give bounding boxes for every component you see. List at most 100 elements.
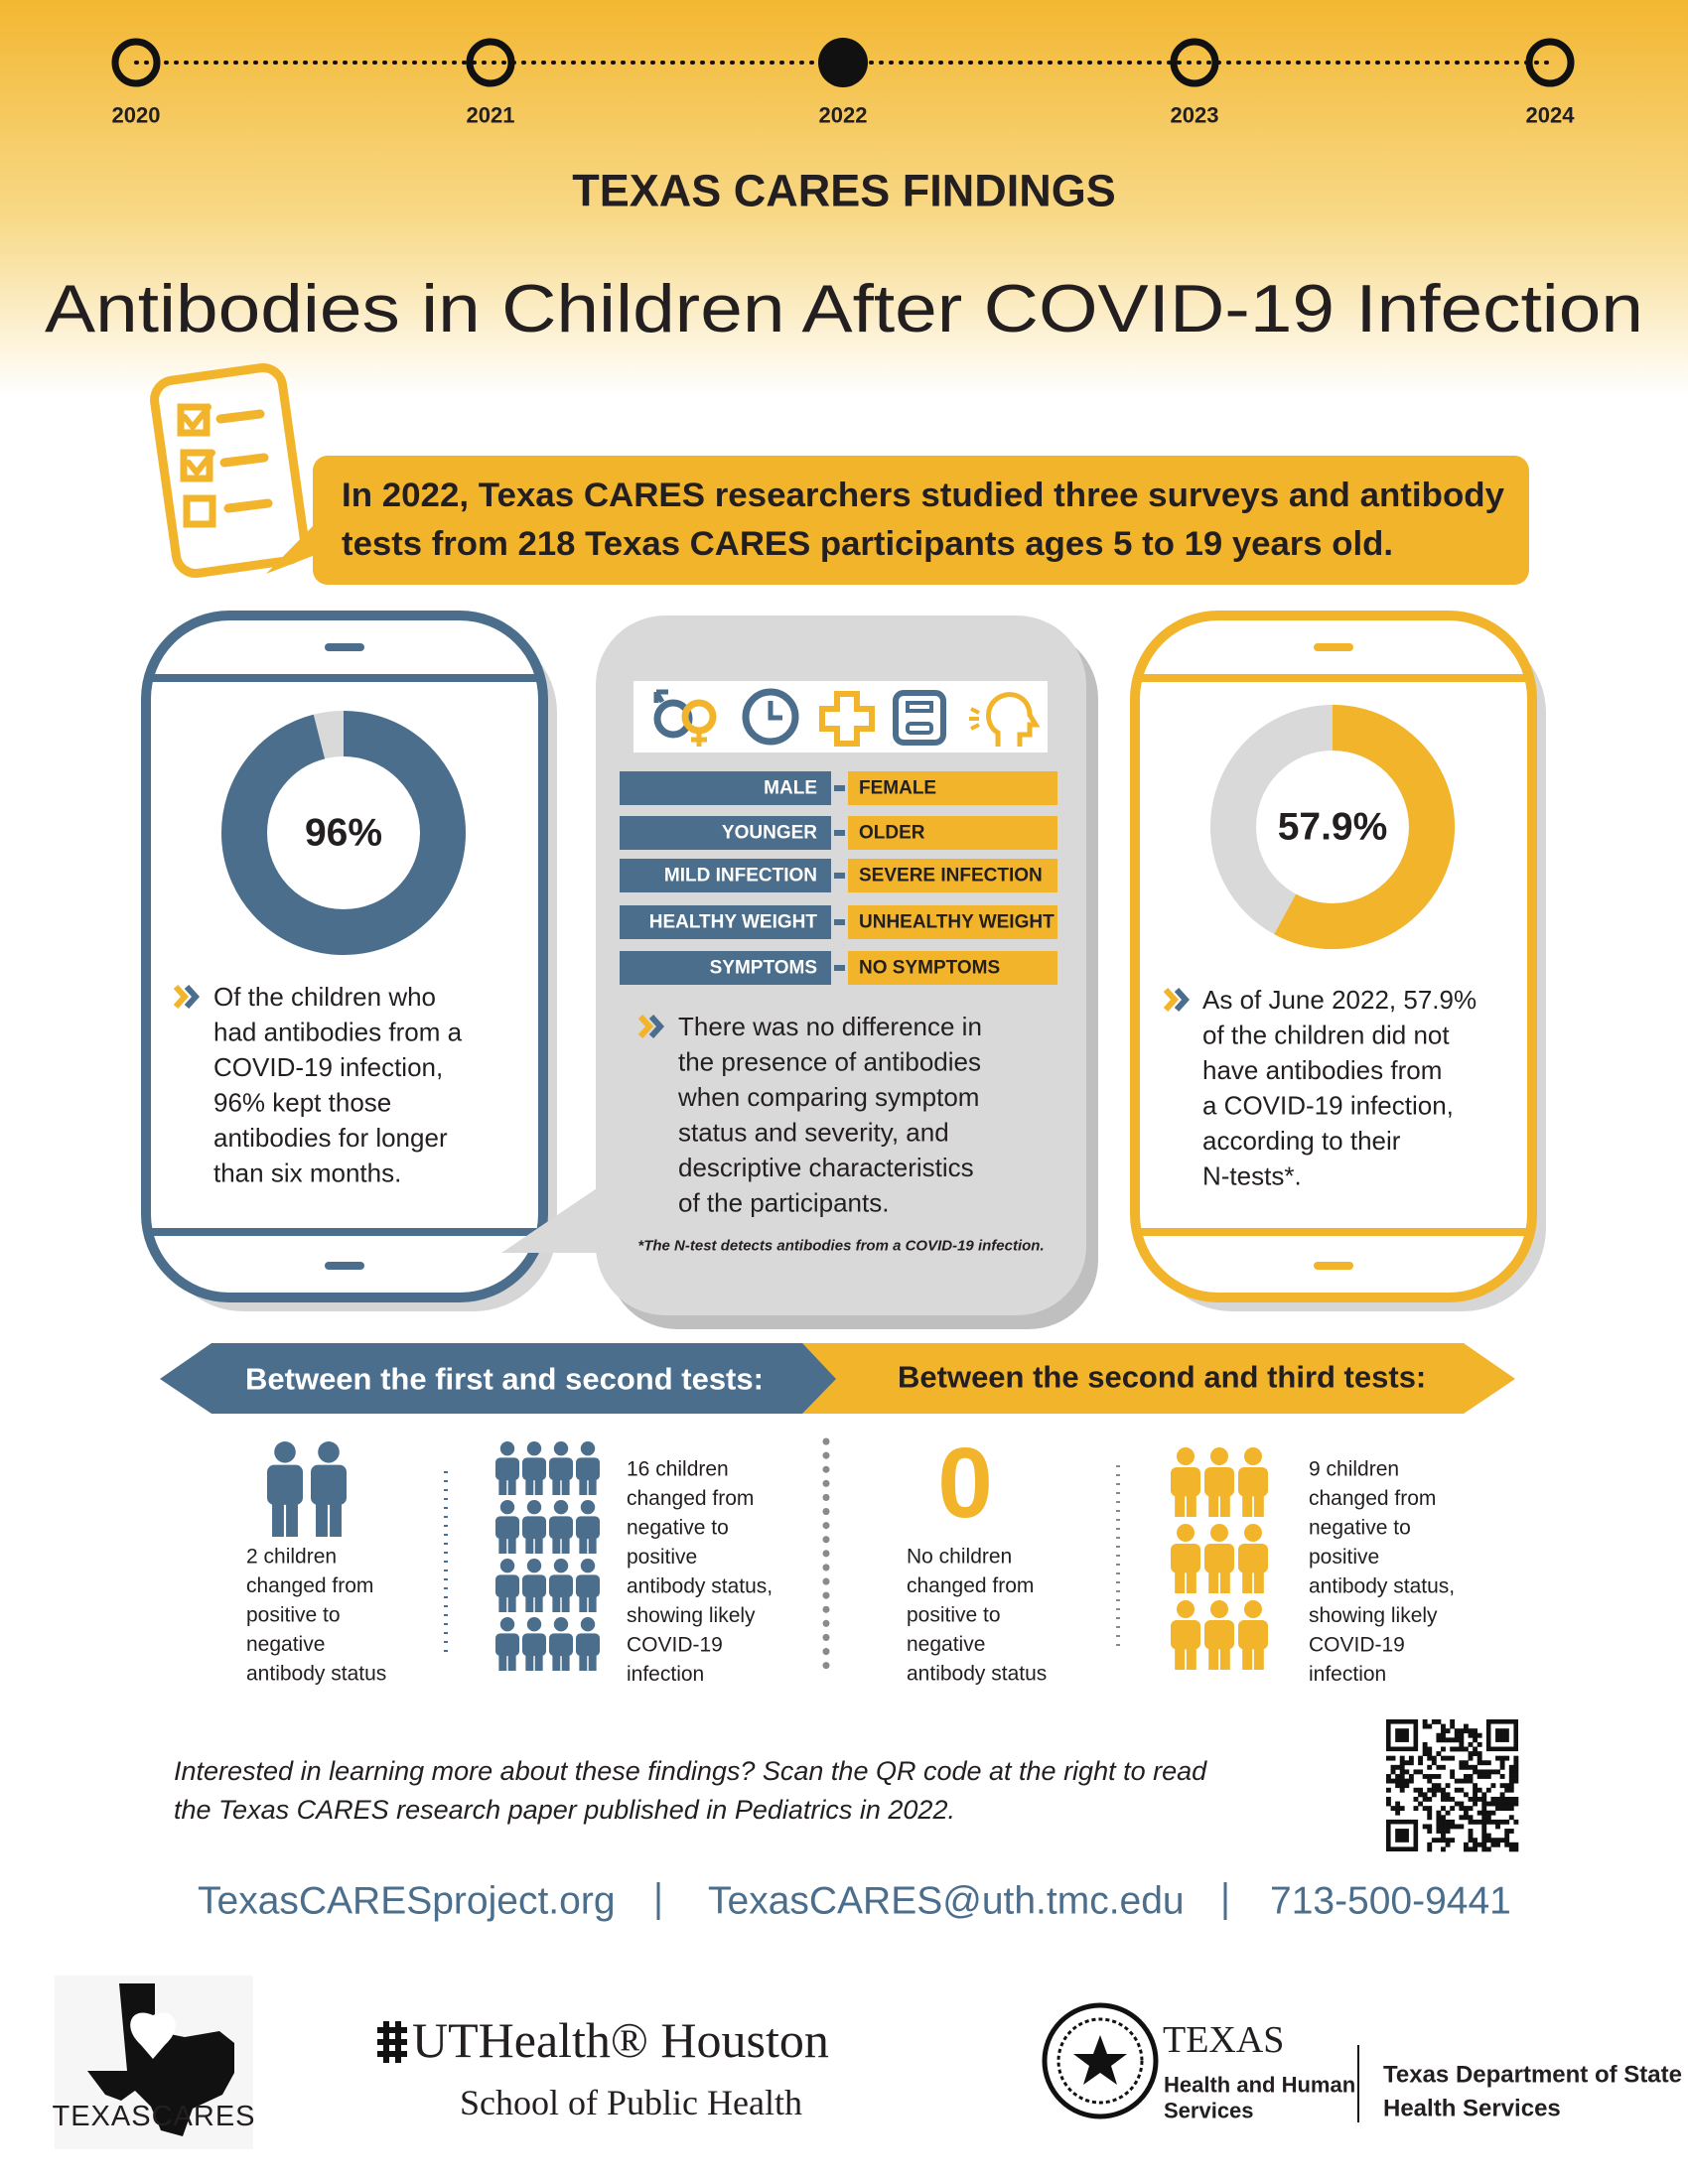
person-icon [1171,1447,1200,1517]
person-leg [579,1647,588,1671]
qr-module [1418,1755,1423,1761]
qr-module [1450,1769,1456,1775]
cell-left [620,859,831,892]
qr-module [1468,1819,1474,1825]
qr-module [1468,1838,1474,1843]
person-icon [549,1441,573,1495]
person-leg [534,1588,543,1612]
qr-module [1454,1787,1460,1793]
qr-module [1413,1787,1419,1793]
person-leg [525,1647,534,1671]
qr-module [1418,1792,1423,1798]
qr-module [1390,1755,1396,1761]
change-text: positive to [246,1604,341,1627]
qr-module [1513,1846,1519,1852]
count-numeral: 0 [937,1428,993,1539]
cell-right-text: NO SYMPTOMS [859,958,1000,979]
donut-label: 96% [305,812,382,855]
qr-module [1454,1746,1460,1752]
qr-module [1499,1783,1505,1789]
qr-module [1445,1829,1451,1834]
characteristic-icons [653,688,1041,747]
qr-module [1490,1796,1496,1802]
qr-module [1422,1792,1428,1798]
qr-module [1399,1783,1405,1789]
qr-module [1431,1792,1437,1798]
panel-text: had antibodies from a [213,1018,463,1047]
qr-module [1445,1755,1451,1761]
qr-module [1445,1819,1451,1825]
change-text: showing likely [1309,1604,1438,1627]
qr-module [1445,1792,1451,1798]
arrow-label: Between the second and third tests: [898,1360,1426,1395]
person-icon [1171,1524,1200,1593]
qr-module [1459,1760,1465,1766]
qr-module [1504,1838,1510,1843]
qr-module [1441,1846,1446,1852]
person-head [1244,1447,1262,1465]
qr-module [1490,1769,1496,1775]
donut-arc [221,711,466,955]
person-leg [525,1588,534,1612]
panel-text: when comparing symptom [677,1082,979,1112]
hhs-logo: Services [1164,2099,1254,2123]
qr-module [1473,1764,1478,1770]
arrow-left [160,1343,850,1414]
qr-module [1436,1815,1442,1821]
qr-module [1395,1774,1401,1779]
qr-module [1450,1819,1456,1825]
bullet [1163,987,1180,1013]
qr-module [1508,1769,1514,1775]
dshs-logo: Texas Department of State [1383,2062,1682,2089]
person-head [526,1500,542,1515]
qr-module [1477,1741,1482,1747]
qr-module [1436,1829,1442,1834]
panel-text: of the children did not [1202,1021,1450,1050]
qr-module [1481,1806,1487,1812]
person-icon [576,1559,600,1612]
person-leg [1186,1486,1196,1517]
timeline-node [111,38,161,87]
qr-module [1513,1801,1519,1807]
person-leg [1186,1563,1196,1593]
qr-module [1454,1728,1460,1734]
qr-module [1508,1778,1514,1784]
person-head [1177,1447,1195,1465]
person-icon [576,1441,600,1495]
qr-module [1463,1842,1469,1847]
qr-module [1427,1778,1433,1784]
qr-module [1473,1732,1478,1738]
qr-module [1399,1774,1405,1779]
qr-module [1395,1764,1401,1770]
panel-text: than six months. [213,1159,401,1188]
cell-right-text: SEVERE INFECTION [859,866,1043,887]
qr-module [1504,1806,1510,1812]
timeline-node [1525,38,1575,87]
qr-module [1431,1838,1437,1843]
qr-module [1468,1846,1474,1852]
cta-line: Interested in learning more about these … [174,1756,1207,1786]
qr-module [1436,1732,1442,1738]
person-leg [1253,1486,1264,1517]
qr-module [1459,1806,1465,1812]
person-icon [549,1617,573,1671]
qr-module [1508,1829,1514,1834]
cell-right [848,771,1057,805]
qr-module [1418,1760,1423,1766]
qr-module [1441,1732,1446,1738]
cell-left [620,771,831,805]
person-leg [1208,1563,1219,1593]
person-leg [588,1471,597,1495]
qr-module [1441,1787,1446,1793]
qr-module [1513,1819,1519,1825]
person-head [553,1441,569,1456]
qr-module [1473,1792,1478,1798]
qr-module [1418,1769,1423,1775]
qr-module [1490,1842,1496,1847]
qr-module [1463,1746,1469,1752]
qr-module [1473,1819,1478,1825]
qr-module [1504,1796,1510,1802]
qr-module [1468,1751,1474,1756]
panel-text: 96% kept those [213,1088,391,1118]
panel-text: Of the children who [213,982,436,1012]
